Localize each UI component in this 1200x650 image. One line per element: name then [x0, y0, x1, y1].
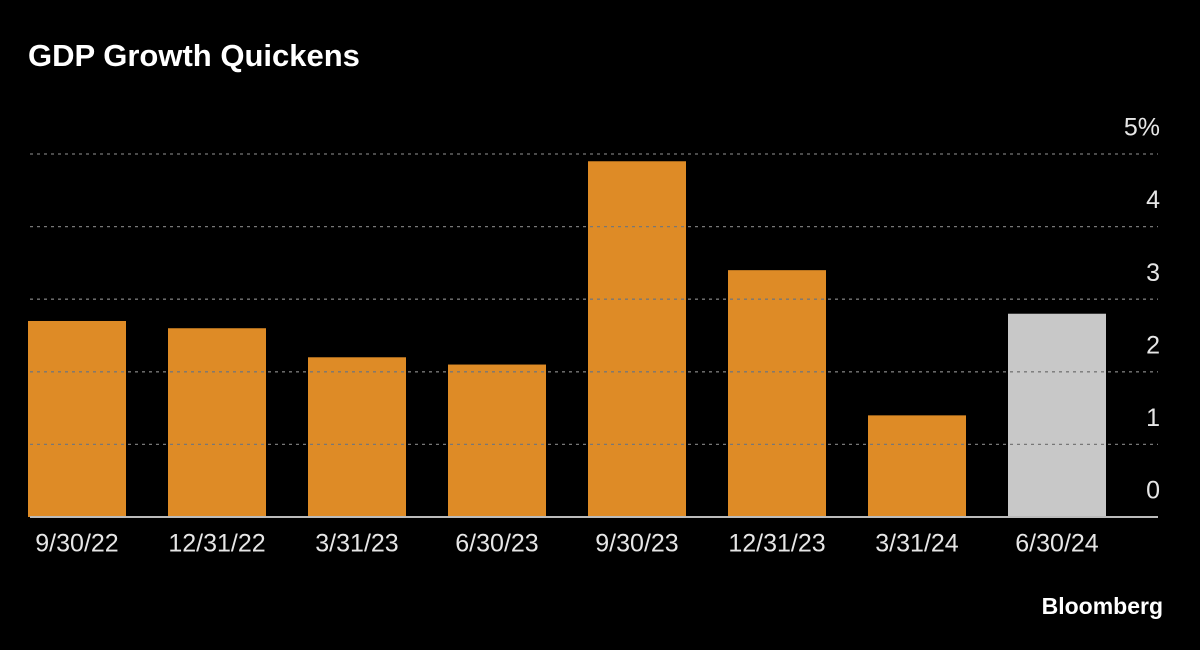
x-tick-label: 12/31/22: [168, 530, 265, 558]
y-tick-label: 1: [1146, 404, 1160, 432]
x-tick-label: 6/30/23: [455, 530, 538, 558]
x-tick-label: 9/30/22: [35, 530, 118, 558]
y-tick-label: 2: [1146, 331, 1160, 359]
bar: [728, 270, 826, 517]
bar: [28, 320, 126, 517]
y-tick-label: 0: [1146, 477, 1160, 505]
chart-title: GDP Growth Quickens: [28, 38, 360, 73]
bar: [588, 161, 686, 517]
x-tick-label: 6/30/24: [1015, 530, 1099, 558]
y-tick-label: 4: [1146, 186, 1160, 214]
x-tick-label: 12/31/23: [728, 530, 825, 558]
bar: [308, 357, 406, 517]
bar: [868, 415, 966, 517]
bar: [448, 364, 546, 517]
x-tick-label: 3/31/24: [875, 530, 959, 558]
x-tick-label: 3/31/23: [315, 530, 398, 558]
x-tick-label: 9/30/23: [595, 530, 678, 558]
bar: [1008, 313, 1106, 517]
y-tick-label: 5%: [1124, 114, 1160, 142]
source: Bloomberg: [1042, 593, 1163, 619]
y-tick-label: 3: [1146, 259, 1160, 287]
bar: [168, 328, 266, 517]
